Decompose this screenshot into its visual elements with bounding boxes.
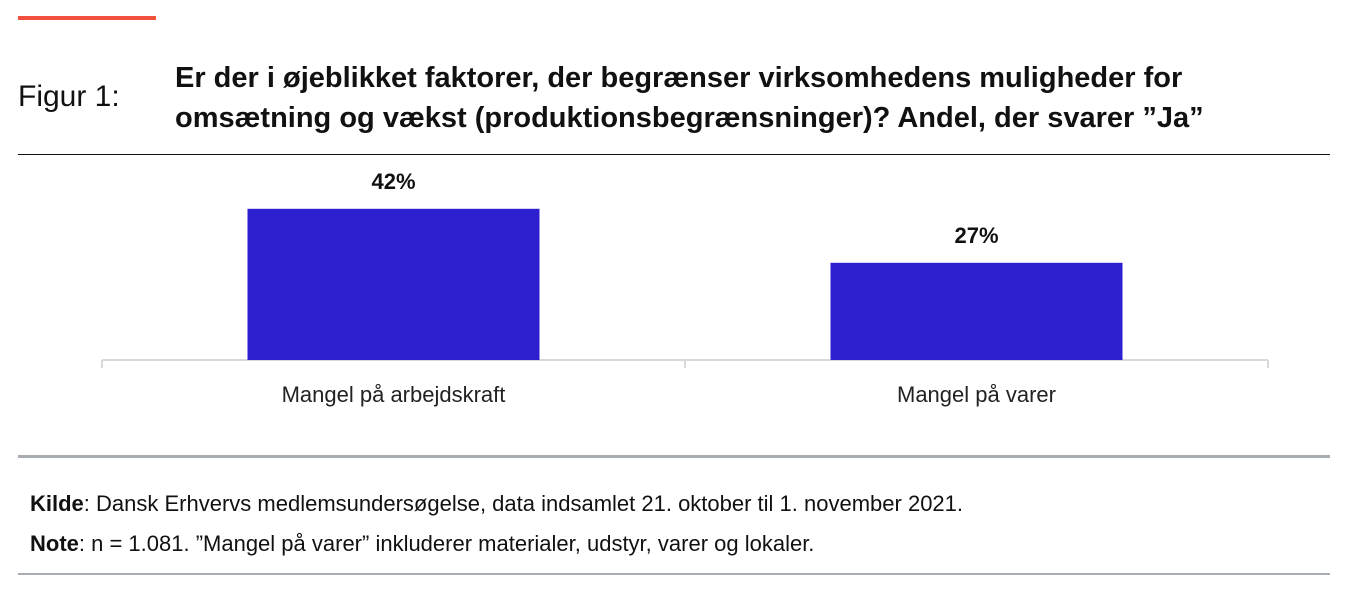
note-text: : n = 1.081. ”Mangel på varer” inkludere… — [78, 531, 815, 556]
title-divider — [18, 154, 1330, 155]
bar — [247, 208, 540, 360]
source-line: Kilde: Dansk Erhvervs medlemsundersøgels… — [30, 484, 963, 524]
chart-divider — [18, 455, 1330, 458]
footnotes: Kilde: Dansk Erhvervs medlemsundersøgels… — [30, 484, 963, 564]
figure-label: Figur 1: — [18, 80, 120, 113]
chart: 42% Mangel på arbejdskraft 27% Mangel på va… — [0, 170, 1352, 440]
bar-value-label: 27% — [954, 223, 998, 248]
note-key: Note — [30, 531, 79, 556]
bottom-divider — [18, 573, 1330, 575]
figure-title: Er der i øjeblikket faktorer, der begræn… — [175, 62, 1204, 134]
accent-bar — [18, 16, 156, 20]
source-text: : Dansk Erhvervs medlemsundersøgelse, da… — [83, 491, 964, 516]
bar-value-label: 42% — [371, 170, 415, 194]
source-key: Kilde — [30, 491, 84, 516]
category-label: Mangel på arbejdskraft — [282, 382, 506, 407]
bar — [830, 262, 1123, 360]
note-line: Note: n = 1.081. ”Mangel på varer” inklu… — [30, 524, 963, 564]
category-label: Mangel på varer — [897, 382, 1056, 407]
bar-chart-svg: 42% Mangel på arbejdskraft 27% Mangel på va… — [101, 170, 1269, 407]
